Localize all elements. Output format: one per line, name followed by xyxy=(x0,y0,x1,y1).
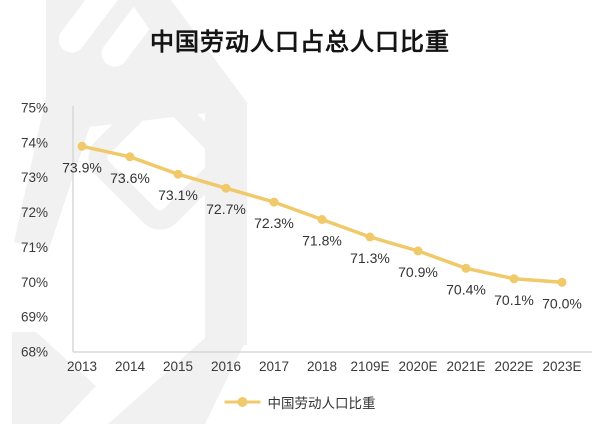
y-tick-label: 69% xyxy=(21,310,48,325)
legend-label: 中国劳动人口比重 xyxy=(267,396,376,411)
series-line xyxy=(80,144,564,285)
watermark-shape xyxy=(129,0,248,110)
x-tick-label: 2014 xyxy=(115,359,146,374)
watermark-shape xyxy=(108,338,247,424)
x-tick-label: 2016 xyxy=(211,359,241,374)
x-tick-label: 2020E xyxy=(398,359,437,374)
data-point[interactable] xyxy=(317,215,327,224)
data-point-label: 73.1% xyxy=(158,187,198,203)
y-tick-label: 71% xyxy=(21,240,48,255)
data-point[interactable] xyxy=(221,183,231,193)
data-point[interactable] xyxy=(125,152,135,162)
x-tick-label: 2023E xyxy=(542,359,581,374)
watermark-cutout xyxy=(58,0,127,53)
data-point-label: 71.8% xyxy=(302,233,342,249)
y-tick-label: 73% xyxy=(21,170,48,185)
chart-title: 中国劳动人口占总人口比重 xyxy=(150,29,450,56)
data-point-label: 73.6% xyxy=(110,170,150,186)
x-tick-label: 2017 xyxy=(259,359,289,374)
data-point-label: 70.1% xyxy=(494,292,534,308)
data-point[interactable] xyxy=(461,263,471,273)
watermark-shape xyxy=(205,104,247,345)
x-tick-label: 2022E xyxy=(494,359,533,374)
data-point-label: 72.3% xyxy=(254,215,294,231)
data-point[interactable] xyxy=(557,277,567,287)
x-tick-label: 2021E xyxy=(446,359,485,374)
legend-item[interactable]: 中国劳动人口比重 xyxy=(224,392,376,412)
y-tick-label: 74% xyxy=(21,135,48,150)
x-tick-label: 2015 xyxy=(163,359,193,374)
data-point[interactable] xyxy=(173,169,183,179)
data-point-label: 70.4% xyxy=(446,281,486,297)
watermark-cutout xyxy=(101,0,179,67)
y-tick-label: 75% xyxy=(21,101,48,116)
data-point-label: 70.0% xyxy=(542,295,582,311)
data-point[interactable] xyxy=(77,141,87,151)
data-point[interactable] xyxy=(509,274,519,284)
data-point[interactable] xyxy=(269,197,279,207)
x-tick-label: 2018 xyxy=(307,359,337,374)
data-point[interactable] xyxy=(413,246,423,256)
y-tick-label: 72% xyxy=(21,205,48,220)
data-point-label: 70.9% xyxy=(398,264,438,280)
data-point-label: 73.9% xyxy=(62,159,102,175)
watermark-shape xyxy=(12,332,96,424)
x-tick-label: 2013 xyxy=(67,359,97,374)
x-tick-label: 2109E xyxy=(350,359,389,374)
y-tick-label: 70% xyxy=(21,275,48,290)
data-point[interactable] xyxy=(365,232,375,242)
watermark-diamond xyxy=(88,86,232,230)
data-point-label: 72.7% xyxy=(206,201,246,217)
data-point-label: 71.3% xyxy=(350,250,390,266)
y-tick-label: 68% xyxy=(21,344,48,359)
legend-marker-icon xyxy=(224,397,261,407)
